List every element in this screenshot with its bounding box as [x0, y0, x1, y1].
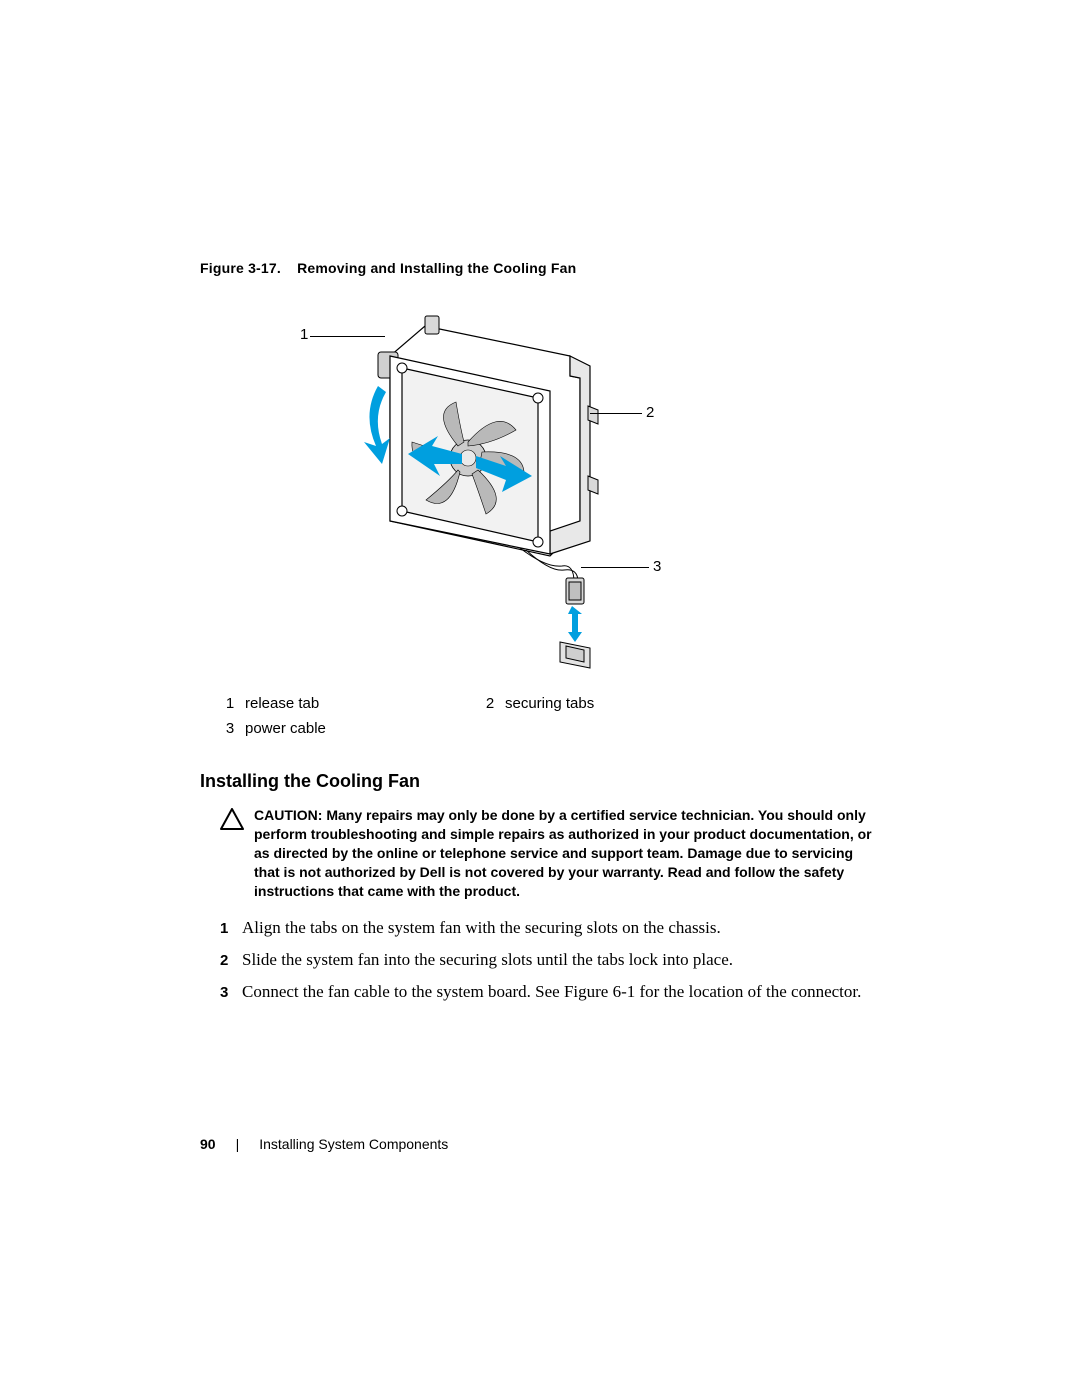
callout-1-line — [310, 336, 385, 337]
page-number: 90 — [200, 1136, 216, 1152]
callout-2-line — [590, 413, 642, 414]
caution-body: Many repairs may only be done by a certi… — [254, 807, 872, 899]
legend-table: 1 release tab 2 securing tabs 3 power ca… — [215, 691, 735, 741]
steps-list: 1 Align the tabs on the system fan with … — [220, 916, 880, 1003]
callout-3-line — [581, 567, 649, 568]
step-item: 2 Slide the system fan into the securing… — [220, 948, 880, 972]
step-number: 2 — [220, 950, 242, 971]
step-item: 1 Align the tabs on the system fan with … — [220, 916, 880, 940]
caution-icon — [220, 808, 246, 835]
step-item: 3 Connect the fan cable to the system bo… — [220, 980, 880, 1004]
legend-row: 3 power cable — [215, 716, 735, 741]
legend-row: 1 release tab 2 securing tabs — [215, 691, 735, 716]
legend-num: 1 — [215, 691, 245, 716]
step-text: Slide the system fan into the securing s… — [242, 948, 880, 972]
page: Figure 3-17. Removing and Installing the… — [0, 0, 1080, 1397]
legend-label: release tab — [245, 691, 475, 716]
caution-text: CAUTION: Many repairs may only be done b… — [254, 806, 880, 900]
figure-caption: Figure 3-17. Removing and Installing the… — [200, 260, 880, 276]
caution-lead: CAUTION: — [254, 807, 326, 823]
footer-separator: | — [236, 1136, 240, 1152]
chapter-name: Installing System Components — [259, 1136, 448, 1152]
step-text: Align the tabs on the system fan with th… — [242, 916, 880, 940]
step-number: 1 — [220, 918, 242, 939]
step-text: Connect the fan cable to the system boar… — [242, 980, 880, 1004]
step-number: 3 — [220, 982, 242, 1003]
caution-block: CAUTION: Many repairs may only be done b… — [220, 806, 880, 900]
page-footer: 90 | Installing System Components — [200, 1136, 448, 1152]
legend-label: power cable — [245, 716, 475, 741]
legend-num: 2 — [475, 691, 505, 716]
figure: 1 2 3 — [250, 296, 880, 676]
figure-label: Figure 3-17. — [200, 260, 281, 276]
callout-1: 1 — [300, 326, 308, 343]
fan-diagram — [250, 296, 880, 676]
legend-label: securing tabs — [505, 691, 735, 716]
legend-num: 3 — [215, 716, 245, 741]
callout-2: 2 — [646, 404, 654, 421]
section-heading: Installing the Cooling Fan — [200, 771, 880, 792]
callout-3: 3 — [653, 558, 661, 575]
figure-title: Removing and Installing the Cooling Fan — [297, 260, 576, 276]
